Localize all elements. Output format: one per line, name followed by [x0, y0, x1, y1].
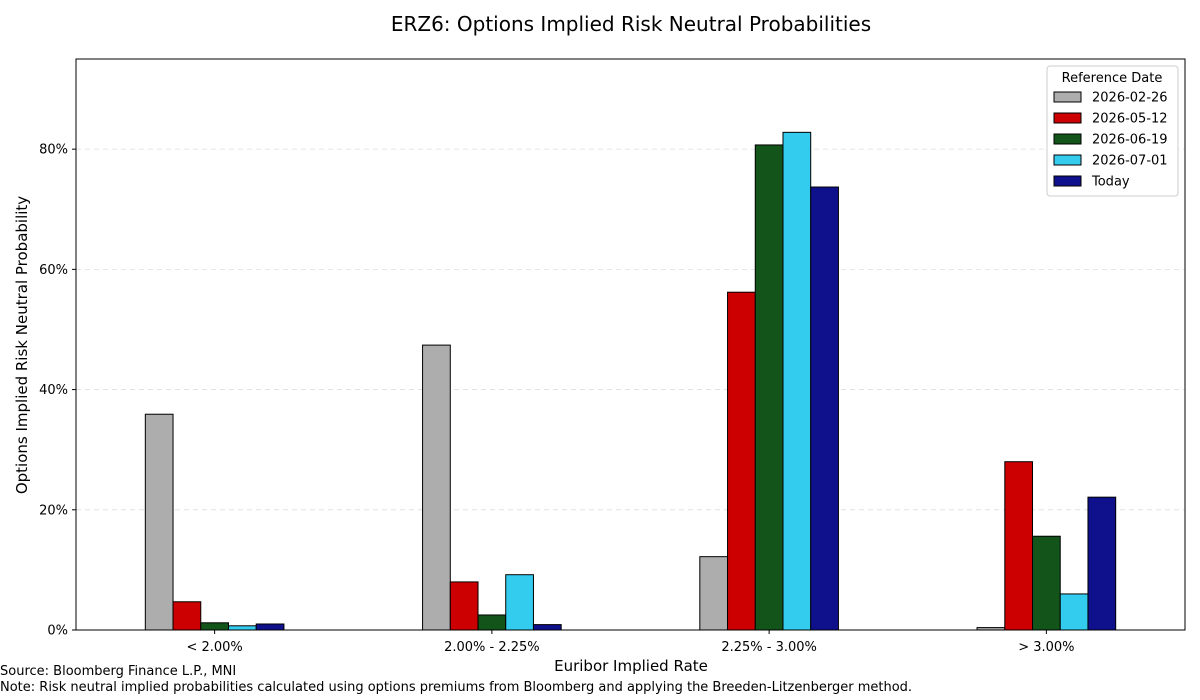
- bar: [505, 574, 534, 631]
- legend-swatch: [1053, 112, 1082, 124]
- y-tick-label: 80%: [39, 143, 68, 158]
- x-tick-label: 2.25% - 3.00%: [721, 640, 817, 655]
- y-tick-label: 40%: [39, 383, 68, 398]
- bars: [144, 131, 1117, 631]
- bar: [754, 144, 784, 631]
- method-note: Note: Risk neutral implied probabilities…: [0, 680, 913, 695]
- bar: [1087, 496, 1117, 631]
- legend-swatch: [1053, 175, 1082, 187]
- y-axis: 0% 20% 40% 60% 80%: [39, 143, 76, 639]
- grid-lines: [76, 148, 1185, 511]
- bar: [200, 622, 229, 631]
- bar: [227, 625, 257, 631]
- legend-title: Reference Date: [1062, 71, 1163, 86]
- bar: [810, 186, 839, 631]
- legend-entry: 2026-07-01: [1092, 154, 1168, 169]
- y-axis-label: Options Implied Risk Neutral Probability: [13, 196, 31, 494]
- legend-swatch: [1053, 133, 1082, 145]
- x-axis: < 2.00% 2.00% - 2.25% 2.25% - 3.00% > 3.00%: [186, 630, 1075, 655]
- bar: [782, 131, 812, 631]
- legend-entry: 2026-02-26: [1092, 91, 1168, 106]
- legend: Reference Date 2026-02-26 2026-05-12 2026-…: [1046, 65, 1179, 197]
- x-tick-label: 2.00% - 2.25%: [444, 640, 540, 655]
- x-axis-label: Euribor Implied Rate: [554, 657, 708, 675]
- bar: [727, 291, 756, 631]
- bar: [449, 581, 479, 631]
- plot-frame: [75, 58, 1186, 631]
- chart-title: ERZ6: Options Implied Risk Neutral Proba…: [391, 12, 871, 36]
- source-note: Source: Bloomberg Finance L.P., MNI: [0, 664, 237, 679]
- y-tick-label: 0%: [47, 624, 68, 639]
- legend-entry: 2026-06-19: [1092, 133, 1168, 148]
- legend-entry: Today: [1091, 175, 1130, 190]
- legend-entry: 2026-05-12: [1092, 112, 1168, 127]
- bar: [699, 556, 729, 631]
- bar: [1032, 535, 1061, 631]
- legend-swatch: [1053, 154, 1082, 166]
- bar: [255, 623, 285, 631]
- bar: [532, 624, 562, 631]
- x-tick-label: > 3.00%: [1018, 640, 1074, 655]
- bar: [144, 413, 174, 631]
- bar: [1004, 461, 1034, 631]
- y-tick-label: 20%: [39, 503, 68, 518]
- legend-swatch: [1053, 91, 1082, 103]
- y-tick-label: 60%: [39, 263, 68, 278]
- x-tick-label: < 2.00%: [186, 640, 242, 655]
- bar: [477, 614, 507, 631]
- bar: [1059, 593, 1089, 631]
- bar: [172, 601, 202, 631]
- bar: [422, 344, 451, 631]
